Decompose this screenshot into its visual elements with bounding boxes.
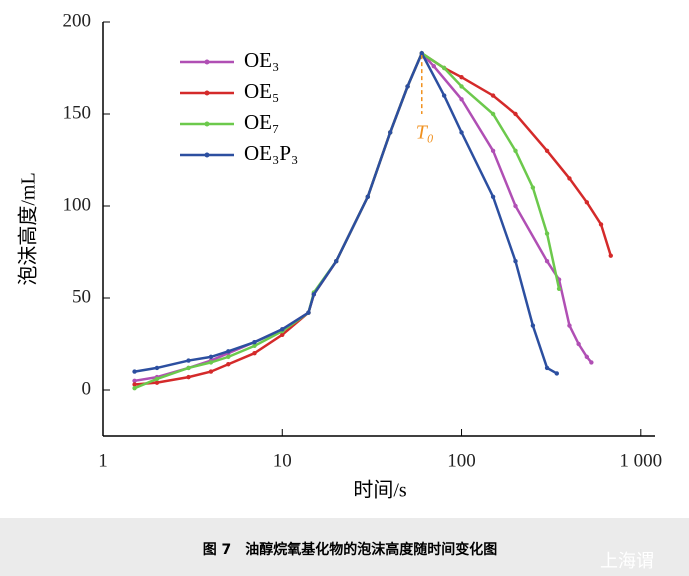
x-tick-label: 100 (447, 450, 476, 471)
data-point (513, 111, 518, 117)
data-point (530, 185, 536, 190)
data-point (459, 130, 464, 135)
data-point (132, 385, 137, 391)
data-point (252, 351, 257, 356)
data-point (154, 376, 160, 382)
data-point (490, 148, 496, 153)
x-axis-label: 时间/s (353, 479, 407, 502)
data-point (280, 332, 285, 337)
data-point (567, 176, 572, 181)
data-point (513, 203, 518, 209)
legend-label: OE₅ (244, 79, 279, 103)
data-point (132, 378, 137, 383)
legend-marker (204, 59, 210, 65)
caption-band (0, 518, 689, 576)
data-point (226, 354, 231, 360)
data-point (567, 323, 572, 328)
data-point (576, 341, 581, 347)
annotation-text: T₀ (416, 122, 434, 144)
data-point (208, 369, 214, 374)
legend-marker (204, 121, 210, 127)
data-point (544, 231, 550, 236)
data-point (598, 222, 604, 227)
data-point (252, 343, 257, 349)
data-point (154, 380, 160, 385)
data-point (544, 148, 550, 153)
data-point (226, 349, 231, 354)
watermark: 上海谓 (600, 551, 654, 572)
data-point (459, 97, 464, 102)
data-point (589, 360, 594, 365)
y-tick-label: 150 (63, 102, 92, 123)
data-point (226, 362, 231, 367)
data-point (252, 339, 257, 345)
data-point (584, 354, 590, 360)
data-point (554, 371, 560, 376)
y-tick-label: 0 (82, 378, 92, 399)
y-axis-label: 泡沫高度/mL (17, 172, 40, 285)
data-point (186, 365, 191, 371)
data-point (154, 365, 160, 371)
data-point (306, 310, 311, 315)
data-point (405, 84, 410, 89)
data-point (459, 75, 464, 80)
data-point (208, 360, 214, 365)
data-point (419, 51, 424, 56)
data-point (431, 63, 436, 69)
data-point (334, 259, 339, 264)
legend-label: OE₇ (244, 110, 279, 134)
legend-marker (204, 152, 210, 158)
data-point (608, 253, 613, 258)
data-point (490, 194, 496, 199)
data-point (132, 369, 137, 374)
data-point (186, 374, 191, 380)
data-point (530, 323, 536, 328)
data-point (441, 65, 447, 71)
data-point (584, 200, 590, 205)
data-point (556, 286, 562, 291)
caption: 图 7 油醇烷氧基化物的泡沫高度随时间变化图 (203, 541, 498, 558)
data-point (490, 93, 496, 98)
data-point (513, 148, 518, 153)
data-point (132, 382, 137, 387)
data-point (311, 292, 317, 297)
y-tick-label: 100 (63, 194, 92, 215)
legend-marker (204, 90, 210, 96)
data-point (544, 259, 550, 264)
x-tick-label: 10 (273, 450, 292, 471)
x-tick-label: 1 (98, 450, 108, 471)
data-point (441, 93, 447, 98)
legend-label: OE₃ (244, 48, 279, 72)
data-point (387, 130, 393, 135)
y-tick-label: 200 (63, 10, 92, 31)
data-point (490, 111, 496, 117)
data-point (280, 327, 285, 332)
data-point (365, 194, 371, 199)
data-point (459, 84, 464, 89)
y-tick-label: 50 (72, 286, 91, 307)
data-point (544, 365, 550, 371)
data-point (186, 358, 191, 363)
legend-label: OE₃P₃ (244, 141, 298, 165)
data-point (208, 354, 214, 360)
x-tick-label: 1 000 (619, 450, 662, 471)
data-point (513, 259, 518, 264)
